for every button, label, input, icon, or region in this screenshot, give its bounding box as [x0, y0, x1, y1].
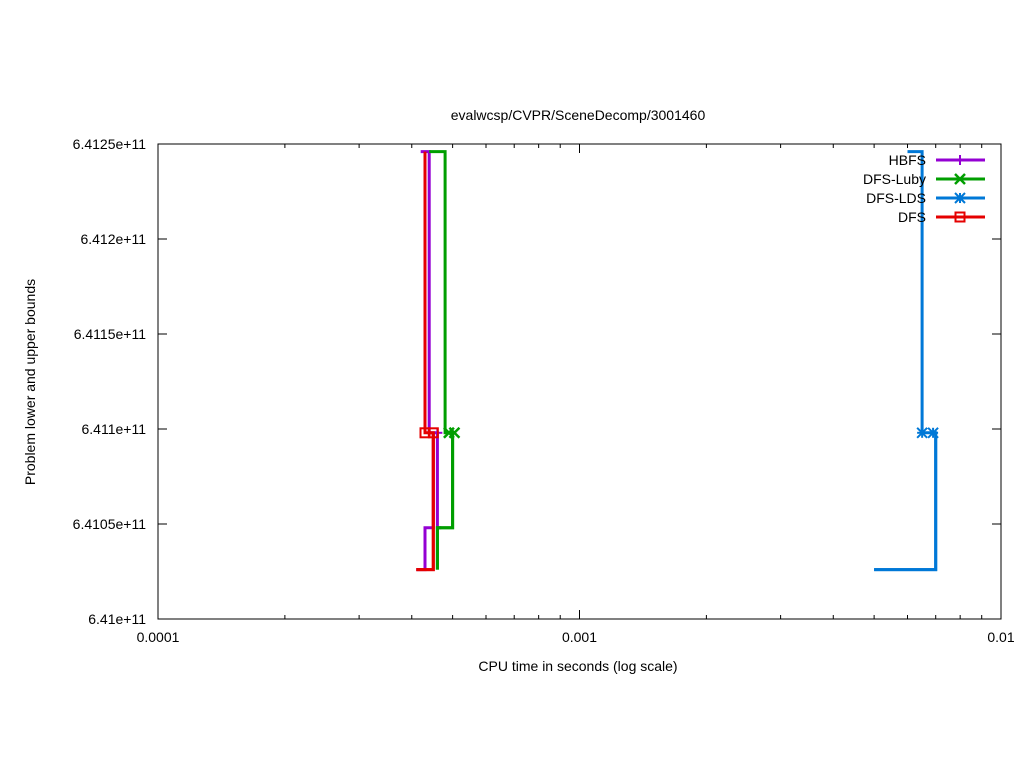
series-lower-bound-line [416, 432, 435, 572]
legend-item: DFS-LDS [866, 190, 985, 206]
data-point-marker [448, 426, 461, 439]
series-dfs-lds [874, 150, 939, 572]
legend: HBFS DFS-Luby DFS-LDS DFS [863, 152, 985, 225]
x-tick-label: 0.001 [562, 629, 597, 645]
y-tick-label: 6.412e+11 [80, 231, 146, 247]
legend-item: HBFS [889, 152, 985, 168]
data-point-marker [916, 427, 928, 439]
legend-label: DFS-LDS [866, 190, 926, 206]
series-dfs [416, 151, 439, 572]
legend-marker [954, 192, 966, 204]
x-tick-label: 0.0001 [137, 629, 180, 645]
series-layer [416, 150, 939, 572]
legend-marker [954, 173, 966, 185]
plot-frame [157, 143, 1002, 620]
y-tick-label: 6.4115e+11 [74, 326, 146, 342]
legend-item: DFS [898, 209, 985, 225]
data-point-marker [927, 427, 939, 439]
legend-item: DFS-Luby [863, 171, 985, 187]
x-axis-label: CPU time in seconds (log scale) [478, 658, 677, 674]
legend-label: DFS-Luby [863, 171, 926, 187]
series-lower-bound-line [435, 432, 455, 570]
y-tick-label: 6.4125e+11 [73, 136, 147, 152]
legend-marker [954, 211, 966, 223]
data-point-marker [427, 427, 439, 439]
legend-label: HBFS [889, 152, 926, 168]
legend-marker [955, 155, 965, 165]
y-tick-label: 6.41e+11 [88, 611, 146, 627]
x-tick-label: 0.01 [987, 629, 1014, 645]
series-lower-bound-line [874, 432, 938, 572]
legend-label: DFS [898, 209, 926, 225]
series-dfs-luby [429, 150, 461, 570]
chart-title: evalwcsp/CVPR/SceneDecomp/3001460 [451, 107, 706, 123]
y-axis-label: Problem lower and upper bounds [22, 279, 38, 485]
axis-ticks: 6.41e+11 6.4105e+11 6.411e+11 6.4115e+11 6.4… [73, 136, 1015, 645]
y-tick-label: 6.411e+11 [82, 421, 147, 437]
y-tick-label: 6.4105e+11 [73, 516, 147, 532]
